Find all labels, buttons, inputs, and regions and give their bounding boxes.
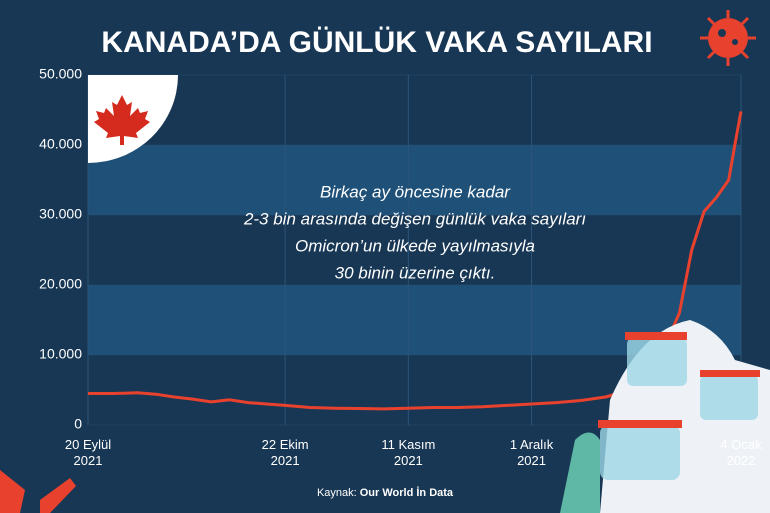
annotation-line: Omicron’un ülkede yayılmasıyla (295, 236, 535, 255)
x-tick-label: 20 Eylül 2021 (64, 437, 112, 468)
x-tick-label: 11 Kasım 2021 (381, 437, 436, 468)
y-tick-label: 40.000 (39, 136, 82, 152)
annotation-line: 2-3 bin arasında değişen günlük vaka say… (243, 209, 586, 228)
y-tick-label: 30.000 (39, 206, 82, 222)
x-tick-label: 4 Ocak 2022 (720, 437, 762, 468)
grid-band (88, 145, 741, 215)
source-label: Kaynak: (316, 487, 357, 499)
y-tick-label: 0 (74, 416, 82, 432)
health-workers-illustration (560, 320, 770, 513)
decor-bottom-left (0, 470, 76, 513)
x-tick-label: 22 Ekim 2021 (261, 437, 309, 468)
y-tick-label: 50.000 (39, 66, 82, 82)
source-name: Our World İn Data (359, 487, 454, 499)
annotation-line: 30 binin üzerine çıktı. (335, 263, 496, 282)
y-tick-label: 20.000 (39, 276, 82, 292)
chart-title: KANADA’DA GÜNLÜK VAKA SAYILARI (101, 26, 652, 59)
source: Kaynak: Our World İn Data (0, 487, 770, 499)
x-tick-label: 1 Aralık 2021 (509, 437, 554, 468)
y-tick-label: 10.000 (39, 346, 82, 362)
virus-icon (700, 10, 756, 66)
annotation-line: Birkaç ay öncesine kadar (320, 182, 511, 201)
data-line (88, 111, 743, 411)
maple-leaf (94, 95, 150, 145)
background-layer (87, 74, 742, 426)
